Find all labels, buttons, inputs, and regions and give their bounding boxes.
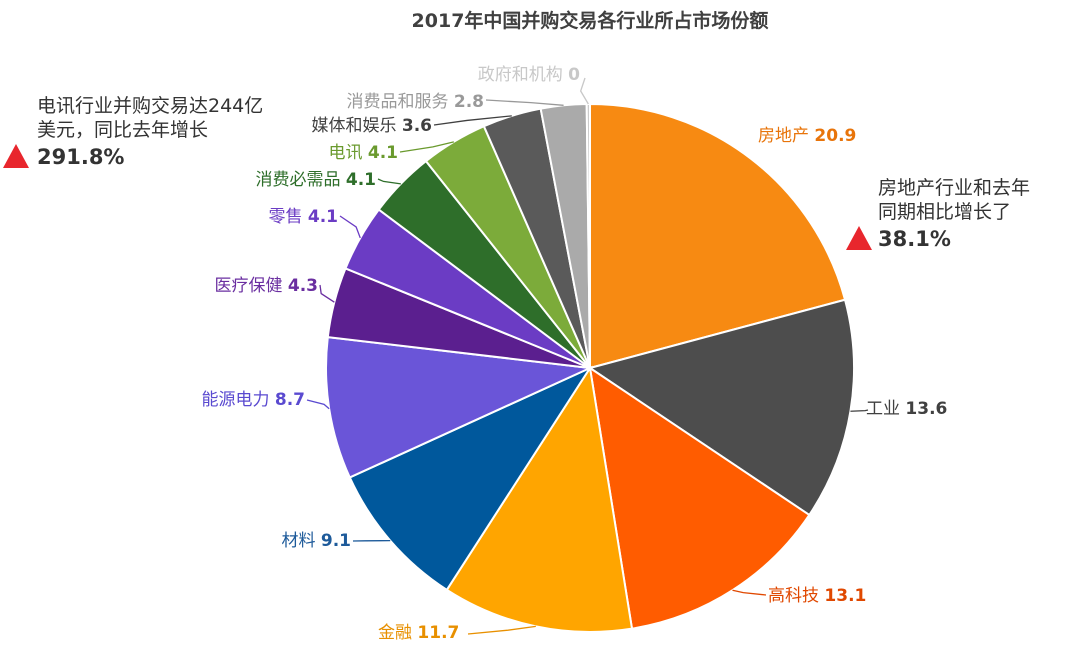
slice-label-value-0: 20.9 [814,126,856,146]
telecom-annotation-line1: 电讯行业并购交易达244亿 [37,95,264,117]
realestate-annotation-line2: 同期相比增长了 [878,201,1012,223]
slice-label-name-5: 能源电力 [201,390,274,410]
slice-label-name-9: 电讯 [328,143,367,163]
slice-label-value-10: 3.6 [402,116,432,136]
leader-line-8 [377,178,401,185]
slice-label-value-9: 4.1 [368,143,398,163]
slice-label-value-4: 9.1 [321,531,351,551]
slice-label-value-12: 0 [568,65,580,85]
pie-slice-2 [588,365,811,630]
slice-label-5: 能源电力 8.7 [201,390,305,410]
slice-label-name-2: 高科技 [768,586,824,606]
leader-line-10 [433,115,512,126]
telecom-increase-triangle-icon [3,144,29,168]
slice-label-value-2: 13.1 [824,586,866,606]
slice-label-name-1: 工业 [866,399,905,419]
slice-label-4: 材料 9.1 [281,531,351,551]
slice-label-8: 消费必需品 4.1 [255,170,376,190]
slice-label-name-6: 医疗保健 [214,276,287,296]
realestate-increase-triangle-icon [846,226,872,250]
slice-label-name-11: 消费品和服务 [346,92,453,112]
slice-label-3: 金融 11.7 [378,623,459,643]
slice-label-value-6: 4.3 [288,276,318,296]
slice-label-value-1: 13.6 [905,399,947,419]
slice-label-1: 工业 13.6 [866,399,947,419]
leader-line-9 [399,141,454,153]
telecom-annotation: 电讯行业并购交易达244亿 美元，同比去年增长 [37,94,263,142]
slice-label-value-7: 4.1 [308,207,338,227]
slice-label-value-11: 2.8 [454,92,484,112]
slice-label-2: 高科技 13.1 [768,586,866,606]
leader-line-12 [579,77,589,105]
slice-label-12: 政府和机构 0 [478,65,580,85]
leader-line-6 [319,284,335,303]
slice-label-value-8: 4.1 [346,170,376,190]
telecom-growth-pct: 291.8% [37,145,125,169]
pie-slice-5 [325,335,594,479]
label-leader-lines [306,77,869,635]
leader-line-3 [467,625,536,635]
realestate-annotation-pct-row: 38.1% [878,227,951,252]
leader-line-2 [732,589,767,596]
realestate-annotation-line1: 房地产行业和去年 [878,177,1031,199]
slice-labels: 房地产 20.9 工业 13.6 高科技 13.1 金融 11.7 材料 9.1 能源电力… [201,65,947,643]
realestate-growth-pct: 38.1% [878,227,951,251]
slice-label-value-5: 8.7 [275,390,305,410]
realestate-annotation: 房地产行业和去年 同期相比增长了 [878,176,1030,224]
slice-label-name-3: 金融 [378,623,417,643]
slice-label-11: 消费品和服务 2.8 [346,92,484,112]
pie-slice-12 [585,102,591,369]
telecom-annotation-line2: 美元，同比去年增长 [37,119,209,141]
slice-label-name-0: 房地产 [758,126,814,146]
pie-slices [325,102,855,633]
slice-label-10: 媒体和娱乐 3.6 [311,116,432,136]
slice-label-9: 电讯 4.1 [328,143,398,163]
slice-label-name-10: 媒体和娱乐 [311,116,401,136]
slice-label-name-4: 材料 [281,531,320,551]
pie-slice-0 [589,102,847,370]
slice-label-7: 零售 4.1 [268,207,338,227]
slice-label-name-8: 消费必需品 [255,170,345,190]
slice-label-name-7: 零售 [268,207,307,227]
leader-line-5 [306,399,330,410]
slice-label-0: 房地产 20.9 [758,126,856,146]
leader-line-1 [850,409,869,412]
leader-line-11 [485,99,564,106]
chart-title: 2017年中国并购交易各行业所占市场份额 [412,9,769,32]
pie-slice-3 [445,365,634,633]
slice-label-6: 医疗保健 4.3 [214,276,318,296]
telecom-annotation-pct-row: 291.8% [37,145,124,170]
leader-line-7 [339,215,361,239]
slice-label-value-3: 11.7 [417,623,459,643]
pie-slice-1 [587,298,855,517]
slice-label-name-12: 政府和机构 [478,65,568,85]
